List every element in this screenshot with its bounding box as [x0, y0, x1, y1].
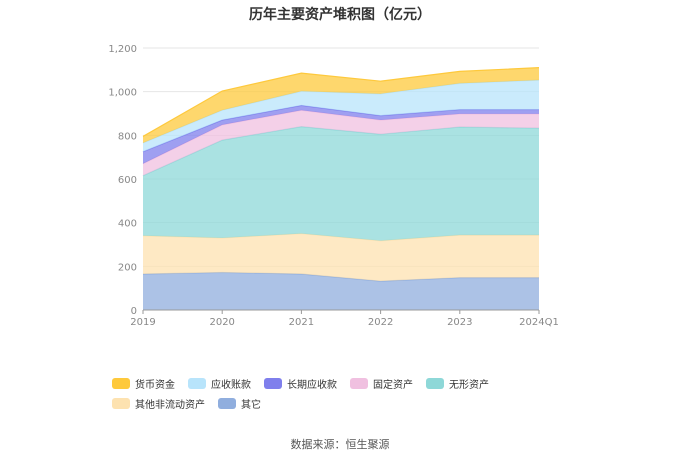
legend-label: 长期应收款	[287, 379, 337, 391]
x-tick-label: 2022	[368, 317, 393, 328]
data-source-label: 数据来源：	[290, 438, 346, 451]
legend-swatch	[218, 397, 236, 409]
area-series-3	[143, 110, 539, 176]
legend-item[interactable]: 应收账款	[188, 377, 251, 391]
legend-label: 应收账款	[211, 379, 251, 391]
data-source-value: 恒生聚源	[345, 438, 390, 451]
x-tick-label: 2021	[289, 317, 314, 328]
area-series-line-6	[142, 67, 540, 137]
legend-label: 固定资产	[373, 379, 413, 391]
area-series-1	[143, 233, 539, 282]
legend-swatch	[112, 377, 130, 389]
y-tick-label: 200	[118, 262, 137, 273]
x-tick-label: 2020	[209, 317, 234, 328]
legend-item[interactable]: 无形资产	[426, 377, 489, 391]
area-series-4	[143, 105, 539, 164]
y-tick-label: 1,200	[108, 44, 137, 55]
x-tick-label: 2023	[447, 317, 472, 328]
x-tick-label: 2019	[130, 317, 155, 328]
y-tick-label: 0	[131, 306, 137, 317]
x-tick-label: 2024Q1	[519, 317, 559, 328]
area-series-5	[143, 80, 539, 152]
area-series-2	[143, 126, 539, 241]
legend-item[interactable]: 其他非流动资产	[112, 397, 205, 411]
y-tick-label: 600	[118, 175, 137, 186]
legend-item[interactable]: 货币资金	[112, 377, 175, 391]
area-series-0	[143, 272, 539, 310]
area-series-6	[143, 67, 539, 143]
legend-label: 无形资产	[449, 379, 489, 391]
legend-swatch	[426, 377, 444, 389]
legend-swatch	[350, 377, 368, 389]
legend-label: 其他非流动资产	[135, 399, 205, 411]
data-source: 数据来源：恒生聚源	[0, 436, 680, 452]
legend-swatch	[264, 377, 282, 389]
chart-title: 历年主要资产堆积图（亿元）	[249, 7, 431, 23]
legend-item[interactable]: 长期应收款	[264, 377, 337, 391]
legend: 货币资金 应收账款 长期应收款 固定资产 无形资产其他非流动资产 其它	[112, 377, 592, 411]
area-series-line-2	[142, 125, 540, 177]
legend-item[interactable]: 固定资产	[350, 377, 413, 391]
legend-swatch	[188, 377, 206, 389]
legend-swatch	[112, 397, 130, 409]
y-tick-label: 1,000	[108, 88, 137, 99]
legend-label: 其它	[241, 399, 261, 411]
y-tick-label: 400	[118, 219, 137, 230]
legend-item[interactable]: 其它	[218, 397, 261, 411]
area-series-line-0	[142, 271, 539, 282]
y-tick-label: 800	[118, 131, 137, 142]
legend-label: 货币资金	[135, 379, 175, 391]
